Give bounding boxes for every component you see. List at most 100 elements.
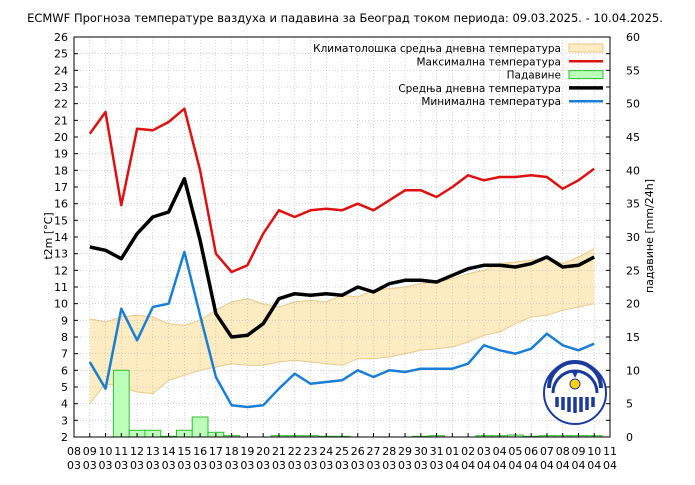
legend-mean-temp-label: Средња дневна температура [398,83,561,95]
x-tick-day: 14 [162,445,176,458]
x-tick-day: 24 [319,445,333,458]
x-tick-month: 03 [130,459,144,472]
x-tick-day: 12 [130,445,144,458]
x-tick-month: 03 [209,459,223,472]
left-tick-label: 6 [61,364,68,377]
left-tick-label: 15 [54,214,68,227]
x-tick-month: 03 [256,459,270,472]
x-tick-day: 13 [146,445,160,458]
right-tick-label: 30 [626,231,640,244]
max-temp-line [88,107,595,274]
left-tick-label: 8 [61,331,68,344]
left-axis-label: t2m [°C] [42,212,55,259]
x-tick-month: 04 [477,459,491,472]
x-tick-month: 03 [414,459,428,472]
x-tick-day: 05 [508,445,522,458]
x-tick-month: 04 [603,459,617,472]
right-tick-label: 35 [626,198,640,211]
x-tick-month: 04 [587,459,601,472]
x-tick-month: 03 [193,459,207,472]
left-tick-label: 3 [61,414,68,427]
x-tick-month: 03 [177,459,191,472]
x-tick-month: 04 [445,459,459,472]
legend-climatology: Климатолошка средња дневна температура [313,43,604,55]
x-tick-day: 27 [367,445,381,458]
x-tick-month: 03 [430,459,444,472]
left-tick-label: 10 [54,298,68,311]
right-tick-label: 60 [626,31,640,44]
left-tick-label: 16 [54,198,68,211]
right-axis-ticks: 0 5 10 15 20 25 30 35 40 45 50 55 60 [626,31,640,444]
x-tick-month: 03 [240,459,254,472]
left-tick-label: 23 [54,81,68,94]
left-tick-label: 14 [54,231,68,244]
x-tick-day: 28 [382,445,396,458]
x-tick-month: 04 [556,459,570,472]
rhmz-logo [543,360,607,425]
left-tick-label: 21 [54,114,68,127]
x-tick-month: 04 [540,459,554,472]
right-axis-label: падавине [mm/24h] [643,179,656,293]
x-tick-day: 09 [83,445,97,458]
x-tick-month: 04 [493,459,507,472]
x-tick-day: 01 [445,445,459,458]
left-tick-label: 20 [54,131,68,144]
left-tick-label: 24 [54,64,68,77]
x-tick-month: 03 [114,459,128,472]
x-tick-month: 03 [303,459,317,472]
x-tick-day: 07 [540,445,554,458]
x-tick-day: 10 [99,445,113,458]
x-tick-month: 03 [367,459,381,472]
x-tick-day: 03 [477,445,491,458]
x-tick-day: 25 [335,445,349,458]
right-tick-label: 15 [626,331,640,344]
legend-climatology-swatch [568,43,604,53]
left-tick-label: 7 [61,348,68,361]
legend-min-temp: Минимална температура [421,96,603,108]
x-tick-month: 03 [398,459,412,472]
right-tick-label: 50 [626,98,640,111]
x-tick-day: 22 [288,445,302,458]
right-tick-label: 25 [626,264,640,277]
x-tick-month: 03 [351,459,365,472]
left-tick-label: 26 [54,31,68,44]
left-tick-label: 9 [61,314,68,327]
left-tick-label: 17 [54,181,68,194]
left-tick-label: 11 [54,281,68,294]
x-tick-day: 31 [430,445,444,458]
x-tick-month: 04 [524,459,538,472]
x-tick-day: 10 [587,445,601,458]
x-tick-day: 06 [524,445,538,458]
x-tick-day: 08 [556,445,570,458]
legend-precipitation-label: Падавине [507,70,561,82]
x-tick-day: 23 [303,445,317,458]
left-tick-label: 2 [61,431,68,444]
left-tick-label: 5 [61,381,68,394]
x-tick-month: 03 [335,459,349,472]
x-tick-day: 26 [351,445,365,458]
mean-temp-line [89,176,596,339]
legend-mean-temp: Средња дневна температура [398,83,603,95]
x-tick-day: 21 [272,445,286,458]
legend-climatology-label: Климатолошка средња дневна температура [313,43,561,55]
x-tick-day: 16 [193,445,207,458]
x-tick-day: 11 [114,445,128,458]
x-tick-month: 03 [319,459,333,472]
x-tick-day: 08 [67,445,81,458]
x-tick-day: 04 [493,445,507,458]
x-tick-month: 03 [67,459,81,472]
right-tick-label: 10 [626,364,640,377]
min-temp-line [88,250,595,409]
legend-precipitation-swatch [568,70,604,80]
chart-title: ECMWF Прогноза температуре ваздуха и пад… [27,11,663,25]
x-tick-month: 03 [83,459,97,472]
x-tick-month: 04 [508,459,522,472]
x-tick-month: 03 [272,459,286,472]
right-tick-label: 40 [626,164,640,177]
climatology-band-lower [89,303,595,405]
left-tick-label: 13 [54,248,68,261]
legend-max-temp: Максимална температура [417,56,603,68]
x-tick-month: 03 [382,459,396,472]
left-tick-label: 12 [54,264,68,277]
x-tick-day: 09 [571,445,585,458]
